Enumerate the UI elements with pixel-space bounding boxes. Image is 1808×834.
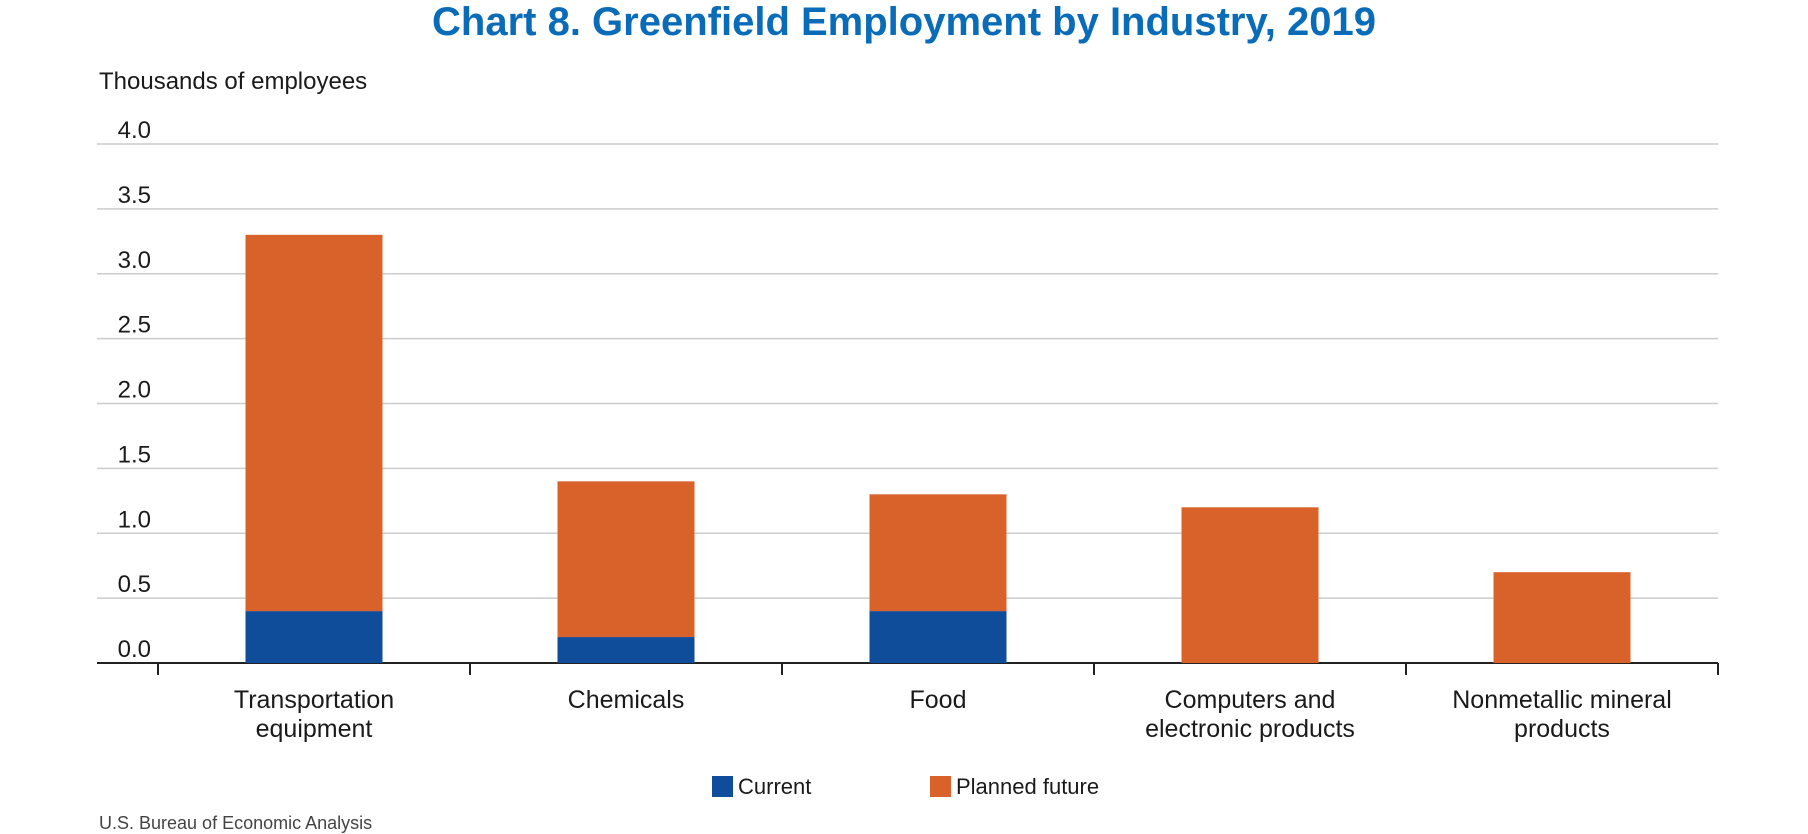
y-tick-label: 2.0 [118,377,151,404]
x-category-label: Food [910,686,967,714]
bar-planned-future [1493,572,1631,663]
bar-planned-future [557,481,695,638]
x-category-label: Chemicals [568,686,685,714]
legend-label: Current [738,774,811,799]
y-tick-label: 1.0 [118,506,151,533]
legend-label: Planned future [956,774,1099,799]
x-category-label: products [1514,715,1610,743]
x-category-label: equipment [256,715,373,743]
bar-planned-future [869,494,1007,612]
x-category-label: electronic products [1145,715,1355,743]
source-note: U.S. Bureau of Economic Analysis [99,813,373,833]
legend-swatch [712,776,733,797]
x-category-label: Nonmetallic mineral [1452,686,1672,714]
y-tick-label: 3.0 [118,247,151,274]
x-category-label: Computers and [1165,686,1336,714]
bar-current [557,637,695,663]
y-tick-label: 0.0 [118,636,151,663]
legend-swatch [930,776,951,797]
y-tick-label: 2.5 [118,312,151,339]
y-axis-label: Thousands of employees [99,68,368,95]
bar-planned-future [245,234,383,612]
bar-planned-future [1181,507,1319,663]
y-tick-label: 4.0 [118,117,151,144]
chart-title: Chart 8. Greenfield Employment by Indust… [432,0,1376,44]
bar-current [869,611,1007,663]
y-tick-label: 3.5 [118,182,151,209]
bar-current [245,611,383,663]
y-tick-label: 0.5 [118,571,151,598]
x-category-label: Transportation [234,686,394,714]
y-tick-label: 1.5 [118,441,151,468]
